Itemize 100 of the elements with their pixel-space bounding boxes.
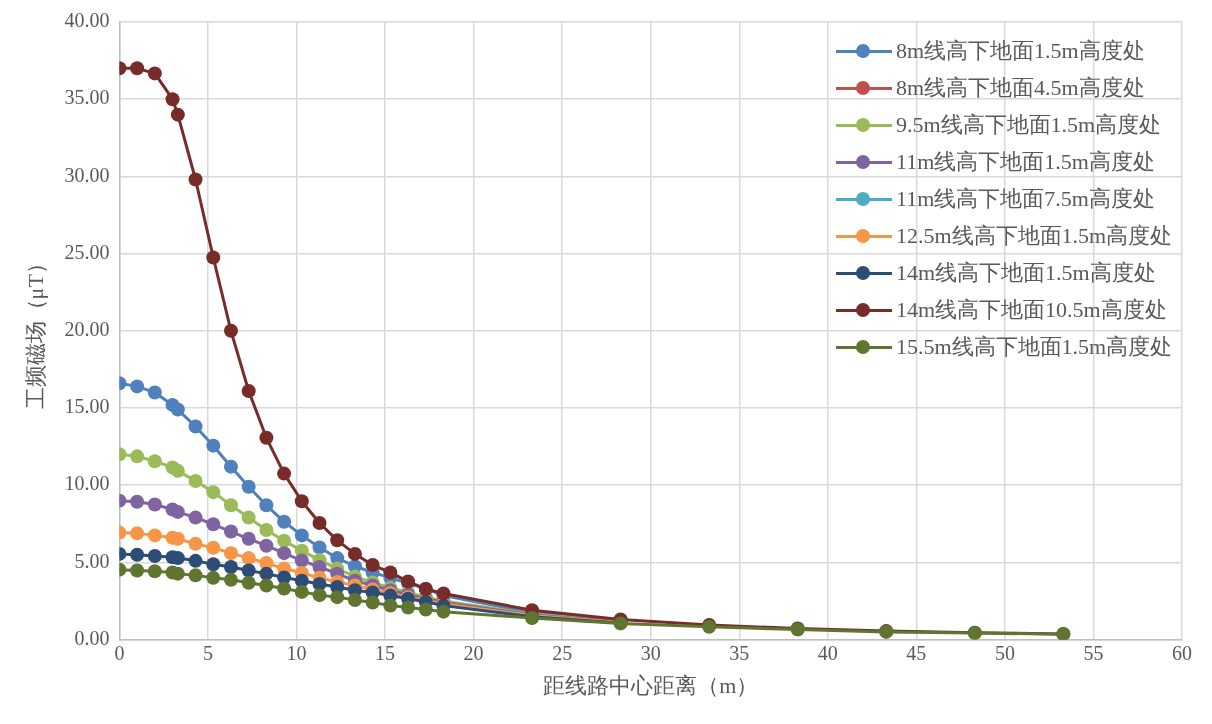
point [365, 595, 380, 610]
point [347, 593, 362, 608]
point [223, 546, 238, 561]
y-tick-label: 0.00 [74, 626, 110, 649]
x-axis-title: 距线路中心距离（m） [543, 672, 759, 698]
point [165, 92, 180, 107]
point [383, 565, 398, 580]
point [170, 402, 185, 417]
x-tick-label: 35 [729, 641, 750, 664]
point [418, 602, 433, 617]
point [277, 581, 292, 596]
legend-label: 11m线高下地面7.5m高度处 [896, 184, 1155, 213]
point [259, 522, 274, 537]
x-tick-label: 20 [463, 641, 484, 664]
point [277, 546, 292, 561]
point [223, 459, 238, 474]
point [206, 517, 221, 532]
point [277, 514, 292, 529]
point [130, 379, 145, 394]
point [188, 568, 203, 583]
x-tick-label: 60 [1172, 641, 1192, 664]
x-tick-label: 15 [375, 641, 396, 664]
point [347, 546, 362, 561]
point [294, 528, 309, 543]
point [294, 584, 309, 599]
point [130, 547, 145, 562]
point [170, 504, 185, 519]
point [147, 454, 162, 469]
point [436, 604, 451, 619]
point [277, 533, 292, 548]
point [223, 524, 238, 539]
point [206, 250, 221, 265]
point [188, 419, 203, 434]
point [206, 540, 221, 555]
point [188, 553, 203, 568]
point [330, 590, 345, 605]
point [241, 563, 256, 578]
point [206, 570, 221, 585]
point [147, 549, 162, 564]
point [170, 463, 185, 478]
point [241, 531, 256, 546]
y-tick-label: 5.00 [74, 549, 110, 572]
legend-label: 14m线高下地面1.5m高度处 [896, 258, 1156, 287]
point [130, 494, 145, 509]
legend-label: 8m线高下地面4.5m高度处 [896, 73, 1145, 102]
x-tick-label: 40 [817, 641, 838, 664]
point [241, 384, 256, 399]
legend-label: 9.5m线高下地面1.5m高度处 [896, 110, 1162, 139]
point [147, 528, 162, 543]
point [294, 494, 309, 509]
point [223, 560, 238, 575]
y-tick-label: 35.00 [64, 86, 110, 109]
x-tick-label: 50 [994, 641, 1015, 664]
y-axis-title: 工频磁场（μT） [22, 252, 48, 410]
point [259, 430, 274, 445]
legend-label: 12.5m线高下地面1.5m高度处 [896, 221, 1173, 250]
point [241, 510, 256, 525]
point [206, 557, 221, 572]
x-tick-label: 55 [1083, 641, 1104, 664]
point [259, 538, 274, 553]
point [259, 498, 274, 513]
point [241, 479, 256, 494]
point [223, 323, 238, 338]
point [188, 474, 203, 489]
point [383, 598, 398, 613]
point [312, 588, 327, 603]
point [259, 566, 274, 581]
x-tick-label: 10 [286, 641, 307, 664]
legend-label: 11m线高下地面1.5m高度处 [896, 147, 1155, 176]
x-tick-label: 45 [906, 641, 927, 664]
x-tick-label: 25 [552, 641, 573, 664]
point [241, 551, 256, 566]
x-tick-label: 5 [202, 641, 213, 664]
point [147, 564, 162, 579]
point [312, 540, 327, 555]
point [277, 570, 292, 585]
legend-label: 14m线高下地面10.5m高度处 [896, 295, 1167, 324]
point [147, 497, 162, 512]
point [206, 438, 221, 453]
y-tick-label: 10.00 [64, 472, 110, 495]
y-tick-label: 25.00 [64, 240, 110, 263]
point [206, 485, 221, 500]
point [147, 66, 162, 81]
point [223, 572, 238, 587]
point [130, 61, 145, 76]
legend-label: 15.5m线高下地面1.5m高度处 [896, 332, 1173, 361]
point [170, 107, 185, 122]
point [130, 526, 145, 541]
y-tick-label: 40.00 [64, 9, 110, 32]
point [130, 449, 145, 464]
point [223, 498, 238, 513]
point [294, 553, 309, 568]
legend-label: 8m线高下地面1.5m高度处 [896, 36, 1145, 65]
point [130, 563, 145, 578]
x-tick-label: 0 [114, 641, 125, 664]
y-tick-label: 15.00 [64, 395, 110, 418]
point [365, 558, 380, 573]
point [259, 578, 274, 593]
point [188, 536, 203, 551]
y-tick-label: 30.00 [64, 163, 110, 186]
